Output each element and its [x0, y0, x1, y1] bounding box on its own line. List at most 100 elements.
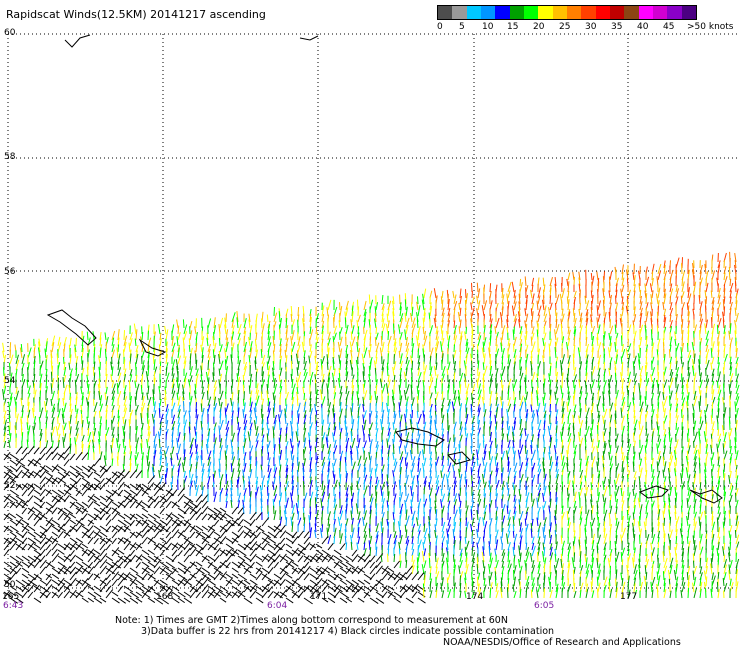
- wind-barb: [87, 391, 91, 401]
- wind-barb: [129, 489, 138, 496]
- wind-barb: [735, 450, 739, 461]
- wind-barb: [531, 413, 536, 425]
- wind-barb: [555, 462, 559, 473]
- wind-barb: [295, 353, 299, 365]
- wind-barb: [451, 401, 455, 413]
- legend-label: 5: [459, 22, 465, 32]
- wind-barb: [693, 444, 698, 455]
- wind-barb: [735, 482, 738, 491]
- wind-barb: [735, 492, 737, 503]
- wind-barb: [183, 537, 194, 545]
- wind-barb: [69, 537, 78, 544]
- wind-barb: [704, 323, 707, 335]
- wind-barb: [159, 427, 162, 437]
- wind-barb: [614, 512, 617, 521]
- wind-barb: [519, 278, 522, 287]
- wind-barb: [453, 505, 455, 515]
- wind-barb: [681, 276, 684, 287]
- wind-barb: [104, 332, 107, 341]
- wind-barb: [639, 467, 643, 479]
- wind-barb: [3, 471, 14, 479]
- wind-barb: [411, 510, 416, 521]
- wind-barb: [626, 269, 629, 281]
- wind-barb: [699, 264, 703, 275]
- wind-barb: [585, 300, 590, 311]
- wind-barb: [579, 386, 583, 395]
- wind-barb: [621, 307, 624, 317]
- wind-barb: [333, 325, 338, 335]
- wind-barb: [639, 425, 644, 437]
- wind-barb: [219, 438, 223, 449]
- wind-barb: [39, 453, 46, 461]
- wind-barb: [20, 343, 23, 353]
- wind-barb: [435, 509, 438, 521]
- wind-barb: [158, 469, 161, 479]
- wind-barb: [51, 477, 60, 484]
- wind-barb: [675, 314, 678, 323]
- wind-barb: [525, 331, 528, 341]
- wind-barb: [513, 379, 517, 389]
- wind-barb: [159, 421, 162, 431]
- wind-barb: [495, 392, 498, 401]
- wind-barb: [649, 283, 653, 293]
- wind-barb: [429, 374, 433, 383]
- wind-barb: [261, 535, 270, 545]
- wind-barb: [549, 276, 553, 287]
- wind-barb: [703, 431, 707, 443]
- wind-barb: [537, 492, 541, 503]
- wind-barb: [507, 425, 511, 437]
- wind-barb: [735, 384, 740, 395]
- wind-barb: [675, 288, 679, 299]
- wind-barb: [675, 392, 678, 401]
- wind-barb: [3, 367, 5, 377]
- wind-barb: [296, 422, 299, 431]
- wind-barb: [86, 366, 89, 377]
- wind-barb: [495, 344, 498, 353]
- wind-barb: [459, 509, 462, 521]
- wind-barb: [98, 444, 101, 455]
- wind-barb: [171, 342, 176, 353]
- wind-barb: [441, 414, 445, 425]
- wind-barb: [711, 270, 716, 281]
- wind-barb: [242, 374, 245, 383]
- wind-barb: [513, 475, 516, 485]
- wind-barb: [651, 457, 654, 467]
- wind-barb: [417, 451, 422, 461]
- wind-barb: [633, 373, 637, 383]
- wind-barb: [9, 396, 13, 407]
- wind-barb: [675, 427, 679, 437]
- wind-barb: [435, 330, 439, 341]
- wind-barb: [39, 440, 41, 449]
- wind-barb: [51, 495, 58, 503]
- wind-barb: [536, 390, 539, 401]
- wind-barb: [615, 295, 617, 305]
- wind-barb: [159, 495, 166, 503]
- wind-barb: [453, 330, 456, 341]
- wind-barb: [723, 306, 726, 317]
- wind-barb: [309, 329, 314, 341]
- wind-barb: [621, 491, 625, 503]
- wind-barb: [392, 307, 395, 317]
- wind-barb: [350, 486, 353, 497]
- wind-barb: [296, 377, 299, 389]
- wind-barb: [9, 531, 17, 537]
- wind-barb: [87, 500, 94, 509]
- wind-barb: [543, 392, 546, 401]
- wind-barb: [458, 302, 461, 311]
- wind-barb: [549, 365, 552, 377]
- wind-barb: [621, 391, 625, 401]
- wind-barb: [651, 338, 653, 347]
- wind-barb: [44, 348, 47, 359]
- wind-barb: [201, 535, 209, 545]
- wind-barb: [566, 377, 569, 389]
- wind-barb: [267, 457, 271, 467]
- wind-barb: [51, 407, 56, 419]
- wind-barb: [441, 290, 444, 299]
- wind-barb: [165, 445, 169, 455]
- wind-barb: [729, 373, 734, 383]
- wind-barb: [129, 337, 133, 347]
- wind-barb: [33, 537, 41, 544]
- wind-barb: [675, 521, 678, 533]
- wind-barb: [2, 350, 5, 359]
- wind-barb: [591, 438, 594, 449]
